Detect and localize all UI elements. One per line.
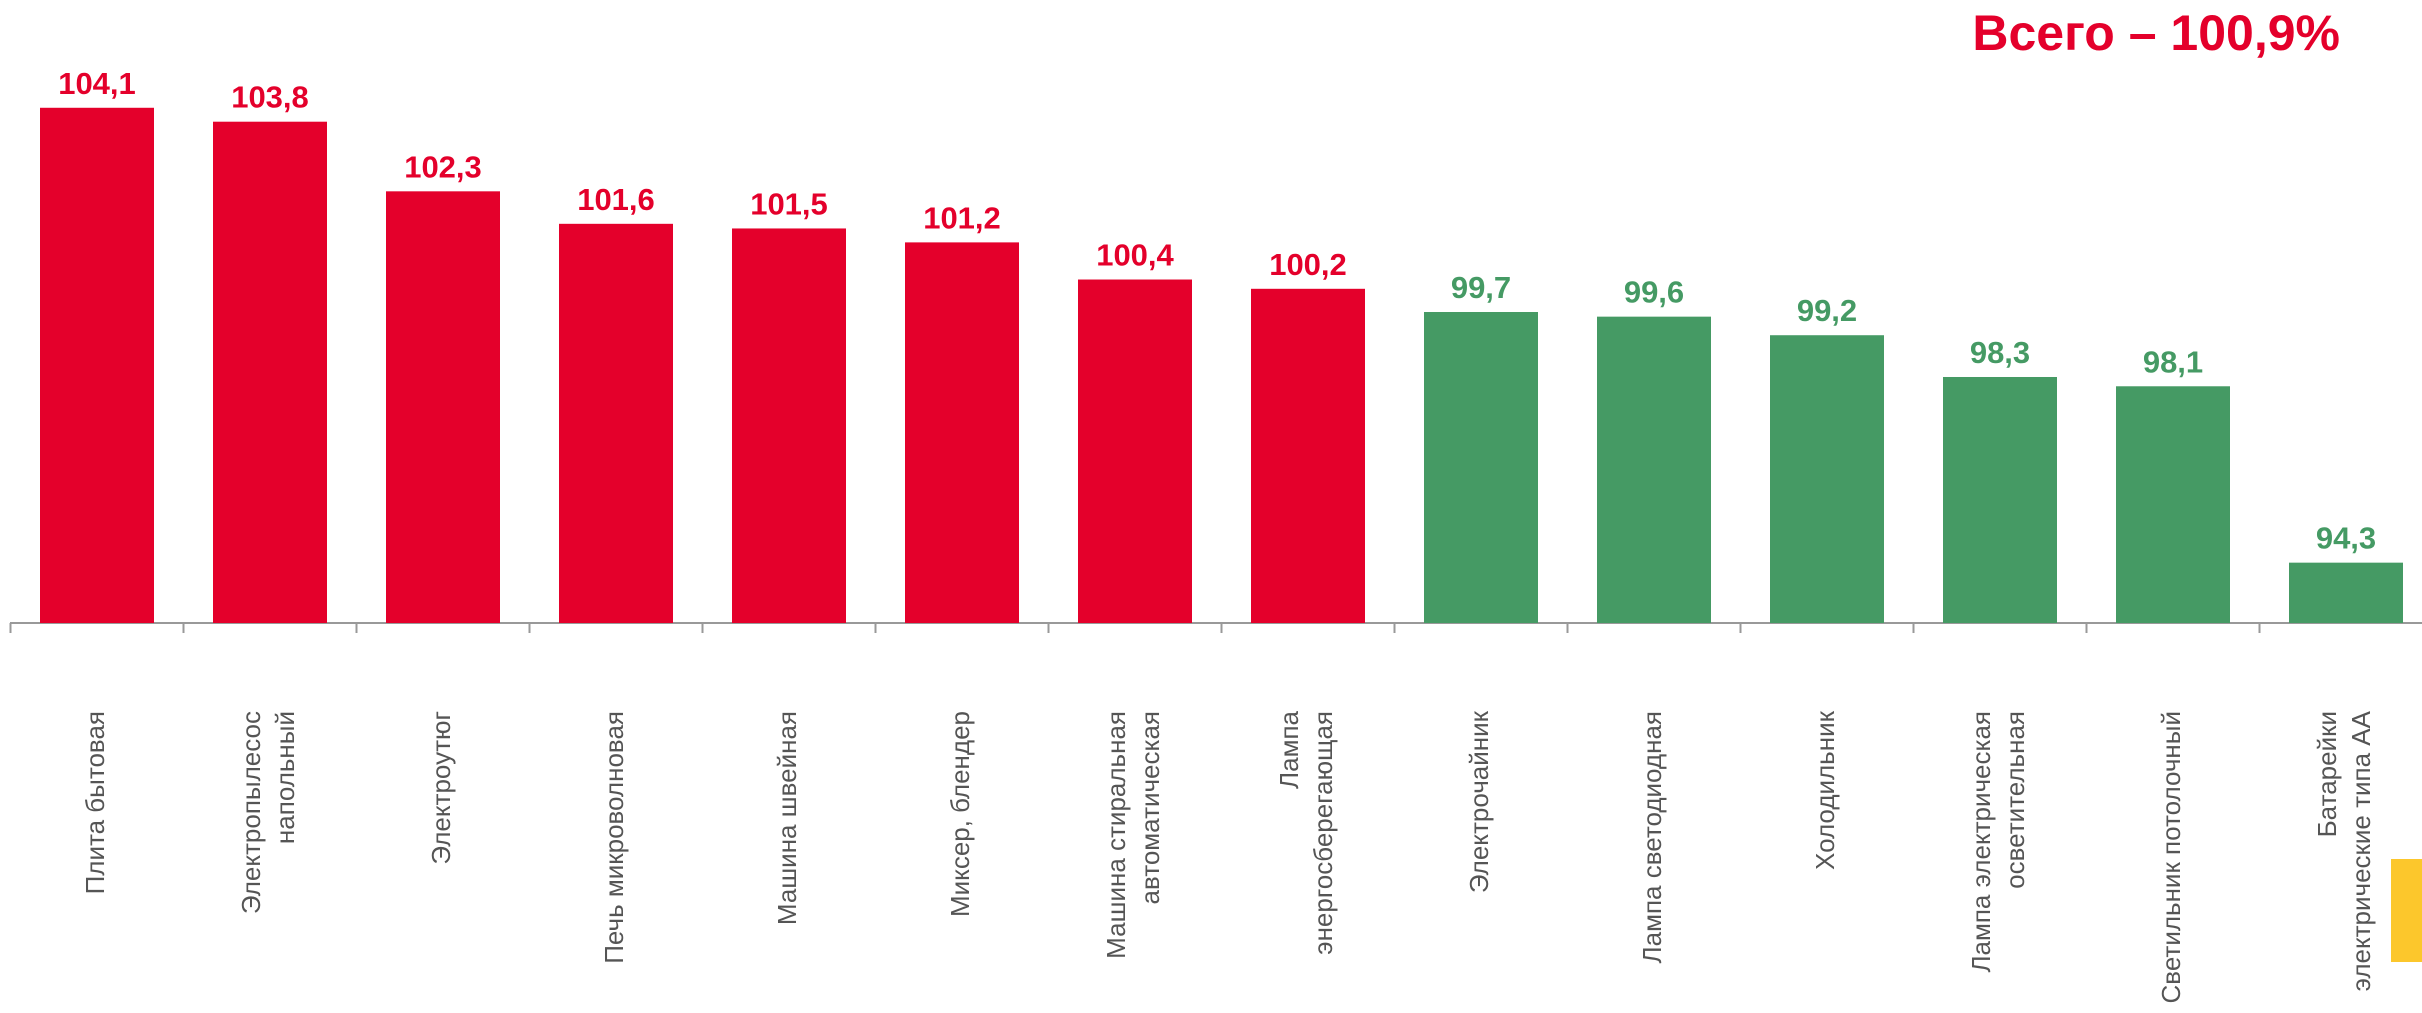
bar — [1943, 376, 2057, 623]
value-label: 98,3 — [1970, 335, 2030, 370]
value-label: 100,4 — [1096, 238, 1174, 273]
x-tick-label: Миксер, блендер — [945, 711, 975, 917]
bar — [1597, 316, 1711, 623]
x-tick-label: Светильник потолочный — [2156, 711, 2186, 1003]
bar — [40, 107, 154, 623]
value-label: 99,6 — [1624, 275, 1684, 310]
x-tick-label: Машина швейная — [772, 711, 802, 925]
x-tick-label: Электрочайник — [1464, 710, 1494, 893]
bar — [905, 242, 1019, 623]
bar — [559, 223, 673, 624]
value-label: 102,3 — [404, 149, 482, 184]
value-label: 99,2 — [1797, 293, 1857, 328]
x-tick-label: Холодильник — [1810, 710, 1840, 870]
bar — [1424, 312, 1538, 623]
value-label: 104,1 — [58, 66, 136, 101]
x-tick-label: Лампа светодиодная — [1637, 711, 1667, 963]
x-tick-label: осветительная — [2000, 711, 2030, 889]
value-label: 99,7 — [1451, 270, 1511, 305]
bar — [1078, 279, 1192, 623]
bar — [1251, 288, 1365, 623]
value-label: 101,6 — [577, 182, 655, 217]
bar — [2289, 562, 2403, 623]
bar — [732, 228, 846, 624]
bar — [386, 191, 500, 623]
x-tick-label: Электропылесос — [236, 711, 266, 914]
value-label: 98,1 — [2143, 344, 2203, 379]
x-tick-label: энергосберегающая — [1308, 711, 1338, 955]
bar — [2116, 386, 2230, 623]
value-label: 100,2 — [1269, 247, 1347, 282]
bar — [213, 121, 327, 623]
value-label: 94,3 — [2316, 521, 2376, 556]
x-tick-label: Батарейки — [2312, 711, 2342, 837]
value-label: 101,5 — [750, 186, 828, 221]
x-tick-label: Печь микроволновая — [599, 711, 629, 964]
x-tick-label: Лампа — [1274, 710, 1304, 788]
decoration — [2391, 859, 2422, 962]
x-tick-label: Электроутюг — [426, 711, 456, 865]
value-label: 101,2 — [923, 200, 1001, 235]
x-tick-label: напольный — [270, 711, 300, 844]
x-tick-label: Машина стиральная — [1101, 711, 1131, 959]
x-tick-label: автоматическая — [1135, 711, 1165, 904]
value-label: 103,8 — [231, 80, 309, 115]
chart-title: Всего – 100,9% — [1972, 5, 2340, 61]
bar — [1770, 335, 1884, 623]
x-tick-label: Плита бытовая — [80, 711, 110, 894]
x-tick-label: электрические типа АА — [2346, 710, 2376, 991]
x-tick-label: Лампа электрическая — [1966, 711, 1996, 973]
